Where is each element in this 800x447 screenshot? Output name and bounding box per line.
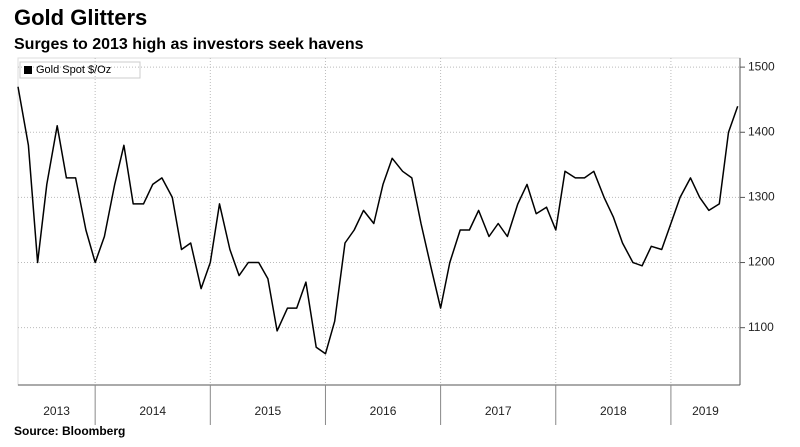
source: Source: Bloomberg	[14, 424, 125, 438]
chart-title: Gold Glitters	[14, 5, 147, 30]
x-tick-label: 2015	[255, 404, 282, 418]
plot-frame	[17, 57, 741, 386]
x-tick-label: 2014	[139, 404, 166, 418]
legend-label: Gold Spot $/Oz	[36, 64, 111, 76]
chart-subtitle: Surges to 2013 high as investors seek ha…	[14, 36, 364, 53]
series-line	[17, 86, 739, 355]
legend-swatch	[24, 66, 32, 74]
x-tick-label: 2017	[485, 404, 512, 418]
legend-box	[19, 61, 141, 79]
y-tick-label: 1400	[748, 124, 775, 138]
y-tick-label: 1100	[748, 320, 774, 334]
x-tick-label: 2018	[600, 404, 627, 418]
x-tick-label: 2013	[43, 404, 70, 418]
x-tick-label: 2019	[692, 404, 719, 418]
y-tick-label: 1500	[748, 59, 775, 73]
x-tick-label: 2016	[370, 404, 397, 418]
y-tick-label: 1200	[748, 255, 775, 269]
y-tick-label: 1300	[748, 190, 775, 204]
